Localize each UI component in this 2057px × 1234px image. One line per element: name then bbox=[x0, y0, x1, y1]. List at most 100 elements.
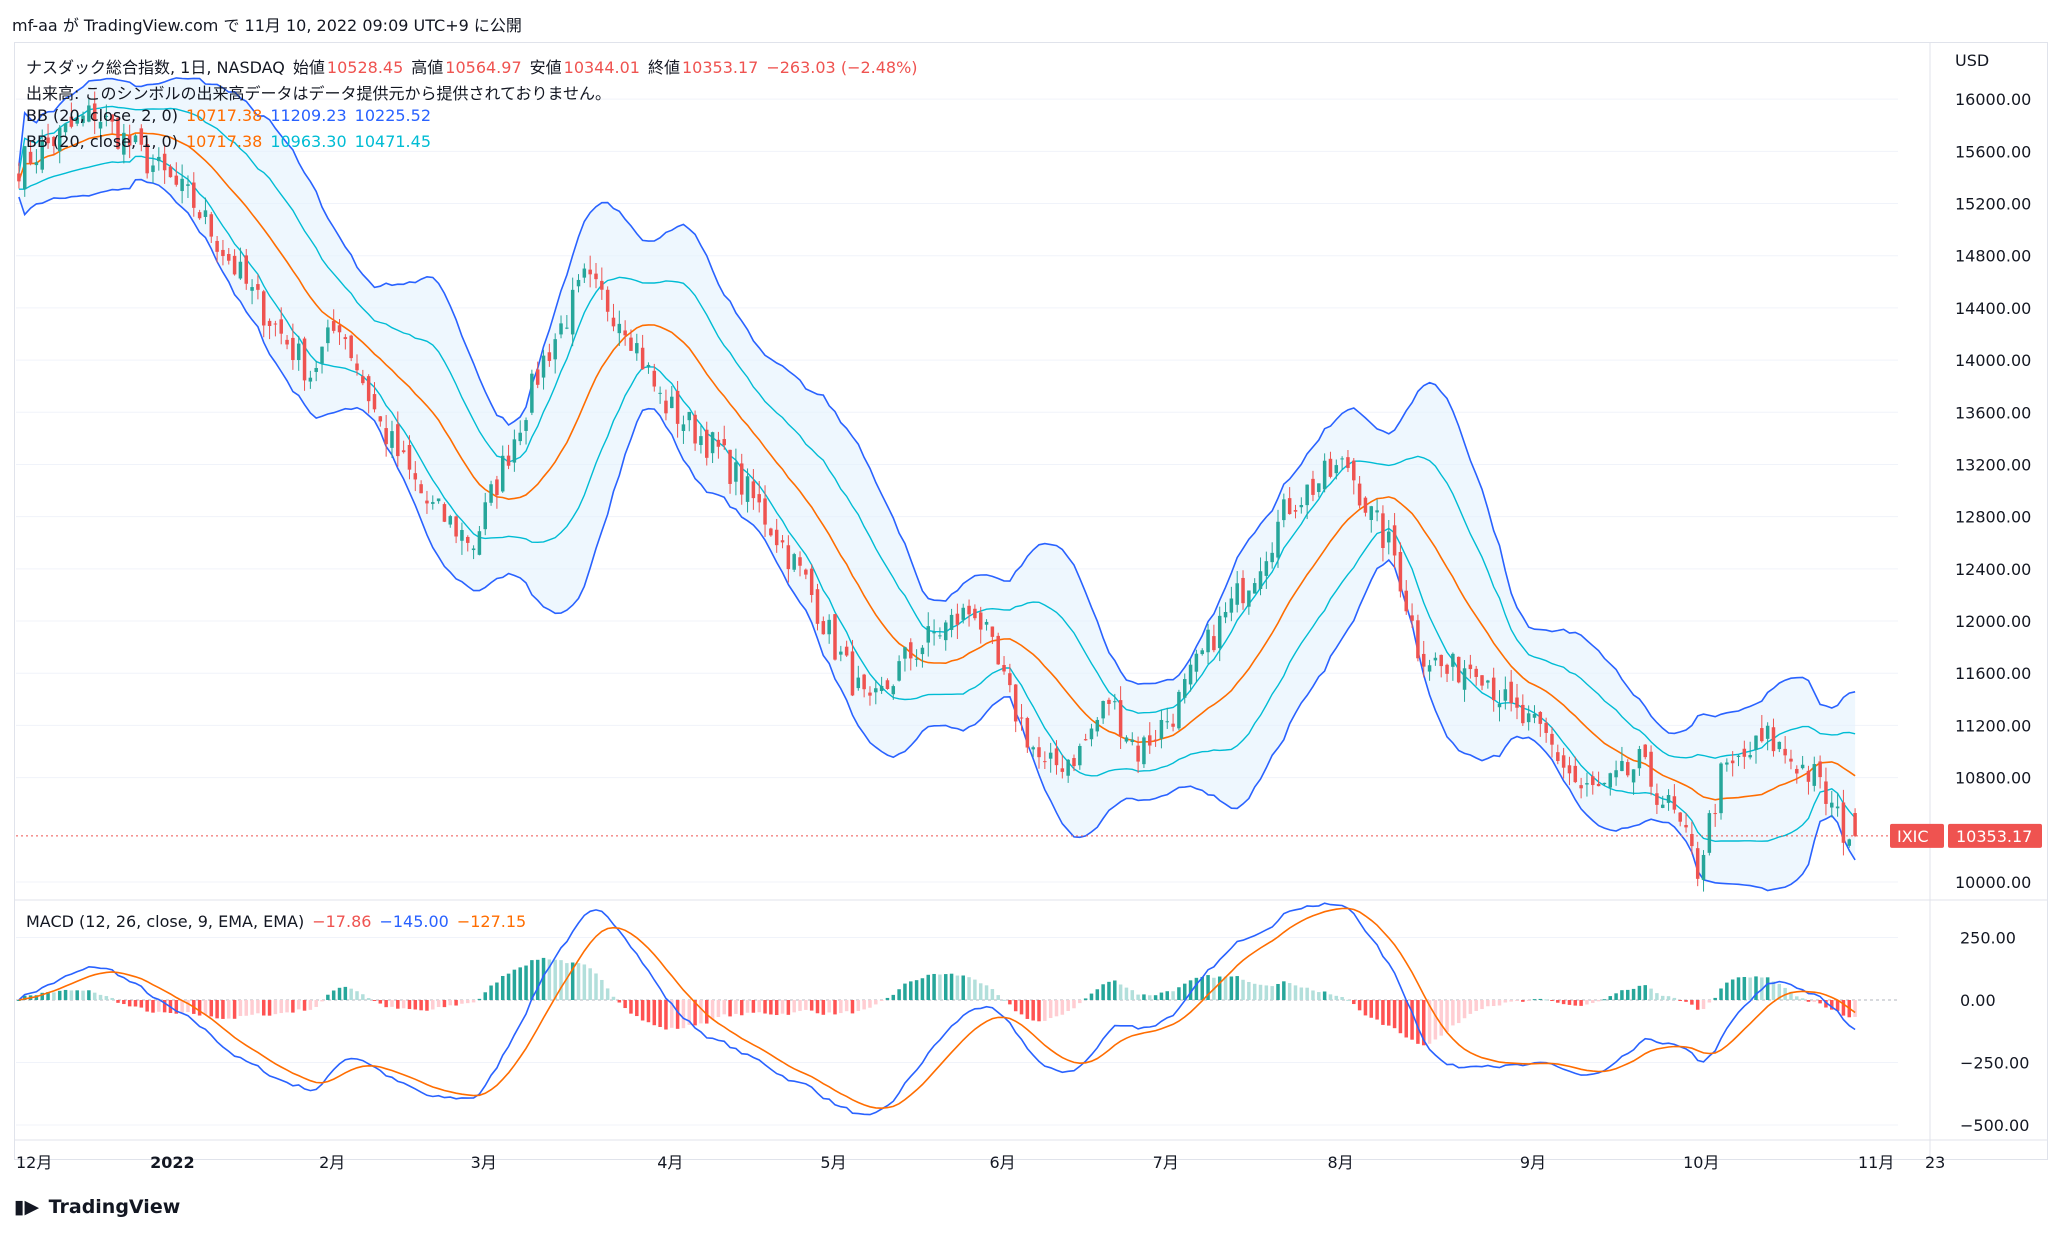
macd-histogram-bar bbox=[699, 1000, 703, 1024]
macd-histogram-bar bbox=[1013, 1000, 1018, 1012]
candle-body bbox=[506, 455, 511, 466]
macd-histogram-bar bbox=[658, 1000, 662, 1027]
price-tick-label: 13600.00 bbox=[1955, 403, 2031, 422]
symbol-title: ナスダック総合指数, 1日, NASDAQ bbox=[26, 58, 285, 77]
macd-histogram-bar bbox=[1719, 988, 1723, 1000]
macd-histogram-bar bbox=[1497, 1000, 1502, 1006]
macd-histogram-bar bbox=[652, 1000, 657, 1026]
candle-body bbox=[320, 346, 324, 364]
candle-body bbox=[1392, 525, 1397, 556]
candle-body bbox=[1241, 577, 1245, 604]
macd-histogram-bar bbox=[978, 983, 983, 1000]
macd-histogram-bar bbox=[535, 959, 540, 1000]
brand-footer[interactable]: ▮▶ TradingView bbox=[14, 1196, 180, 1218]
candle-body bbox=[687, 411, 692, 421]
candle-body bbox=[565, 327, 569, 329]
macd-histogram-bar bbox=[576, 963, 581, 1000]
macd-histogram-bar bbox=[1567, 1000, 1572, 1005]
candle-body bbox=[524, 420, 528, 431]
macd-histogram-bar bbox=[920, 978, 925, 1000]
candle-body bbox=[926, 626, 931, 643]
candle-body bbox=[1824, 781, 1828, 804]
candle-body bbox=[961, 607, 965, 620]
macd-histogram-bar bbox=[1113, 980, 1117, 1000]
candle-body bbox=[728, 449, 732, 484]
candle-body bbox=[1013, 684, 1018, 722]
macd-histogram-bar bbox=[355, 991, 359, 1000]
candle-body bbox=[273, 323, 278, 325]
candle-body bbox=[203, 210, 208, 217]
macd-histogram-bar bbox=[961, 975, 965, 1000]
chart-frame[interactable] bbox=[14, 42, 2048, 1160]
candle-body bbox=[157, 156, 161, 162]
macd-histogram-bar bbox=[57, 990, 62, 1000]
macd-histogram-bar bbox=[903, 983, 907, 1000]
macd-histogram-bar bbox=[314, 1000, 318, 1007]
candle-body bbox=[990, 626, 995, 637]
macd-histogram-bar bbox=[885, 997, 890, 1000]
macd-histogram-bar bbox=[436, 1000, 441, 1008]
macd-histogram-bar bbox=[553, 959, 557, 1000]
macd-histogram-bar bbox=[862, 1000, 866, 1010]
price-tick-label: 12400.00 bbox=[1955, 560, 2031, 579]
macd-histogram-bar bbox=[611, 996, 616, 1000]
macd-histogram-bar bbox=[990, 989, 995, 1000]
macd-histogram-bar bbox=[1620, 990, 1624, 1000]
candle-body bbox=[1579, 785, 1583, 789]
candle-body bbox=[914, 658, 919, 660]
candle-body bbox=[267, 320, 272, 327]
candle-body bbox=[1456, 656, 1461, 683]
candle-body bbox=[1008, 673, 1012, 686]
candle-body bbox=[1800, 764, 1805, 769]
candle-body bbox=[250, 287, 254, 291]
candle-body bbox=[1276, 521, 1280, 558]
candle-body bbox=[215, 240, 219, 252]
macd-legend[interactable]: MACD (12, 26, close, 9, EMA, EMA) −17.86−… bbox=[26, 912, 534, 931]
macd-histogram-bar bbox=[40, 992, 44, 1000]
macd-histogram-bar bbox=[1573, 1000, 1578, 1006]
candle-body bbox=[1217, 615, 1222, 649]
candle-body bbox=[978, 612, 983, 630]
candle-body bbox=[512, 439, 517, 463]
macd-histogram-bar bbox=[1427, 1000, 1432, 1044]
macd-histogram-bar bbox=[162, 1000, 167, 1013]
candle-body bbox=[431, 502, 435, 504]
macd-histogram-bar bbox=[87, 990, 91, 1000]
macd-histogram-bar bbox=[1725, 982, 1729, 1000]
macd-histogram-bar bbox=[1334, 995, 1339, 1000]
price-tick-label: 16000.00 bbox=[1955, 90, 2031, 109]
macd-histogram-bar bbox=[675, 1000, 680, 1029]
macd-histogram-bar bbox=[139, 1000, 144, 1008]
candle-body bbox=[1060, 768, 1065, 772]
last-price-badge-text: 10353.17 bbox=[1956, 827, 2032, 846]
candle-body bbox=[1282, 499, 1286, 521]
macd-histogram-bar bbox=[81, 990, 85, 1000]
candle-body bbox=[1777, 741, 1782, 750]
macd-histogram-bar bbox=[1777, 983, 1782, 1000]
candle-body bbox=[495, 479, 499, 496]
change-value: −263.03 (−2.48%) bbox=[766, 58, 918, 77]
candle-body bbox=[1567, 765, 1572, 774]
candle-body bbox=[1742, 748, 1747, 757]
bb2-legend[interactable]: BB (20, close, 1, 0) 10717.38 10963.30 1047… bbox=[26, 132, 439, 151]
candle-body bbox=[547, 352, 552, 361]
candle-body bbox=[1556, 752, 1560, 761]
candle-body bbox=[1631, 769, 1636, 783]
candle-body bbox=[209, 214, 214, 237]
macd-histogram-bar bbox=[1078, 1000, 1082, 1004]
candle-body bbox=[1159, 719, 1164, 739]
macd-histogram-bar bbox=[786, 1000, 791, 1015]
macd-histogram-bar bbox=[1579, 1000, 1583, 1006]
bb1-legend[interactable]: BB (20, close, 2, 0) 10717.38 11209.23 1022… bbox=[26, 106, 439, 125]
candle-body bbox=[1142, 737, 1146, 765]
macd-histogram-bar bbox=[868, 1000, 872, 1008]
candle-body bbox=[390, 431, 394, 448]
macd-histogram-bar bbox=[1707, 1000, 1712, 1003]
bb2-upper: 10963.30 bbox=[270, 132, 347, 151]
candle-body bbox=[197, 212, 202, 219]
candle-body bbox=[1521, 704, 1525, 724]
candle-body bbox=[1847, 839, 1852, 846]
price-tick-label: 10800.00 bbox=[1955, 769, 2031, 788]
candle-body bbox=[1177, 691, 1181, 729]
